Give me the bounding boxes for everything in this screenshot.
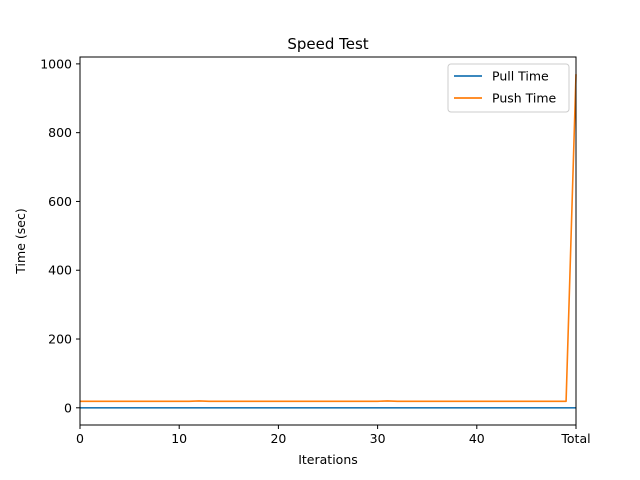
x-axis-ticks: 0 10 20 30 40 Total [76,425,591,446]
x-tick-label: 40 [469,431,485,446]
y-tick-label: 200 [48,332,72,347]
y-tick-label: 600 [48,194,72,209]
x-tick-label: 30 [370,431,386,446]
legend-label-pull-time: Pull Time [492,69,549,84]
x-tick-label: 20 [270,431,286,446]
y-tick-label: 800 [48,125,72,140]
y-tick-label: 1000 [40,56,72,71]
series-line-push-time [80,74,577,403]
x-axis-label: Iterations [298,452,358,467]
y-axis-ticks: 0 200 400 600 800 1000 [40,56,80,415]
plot-frame [79,56,577,426]
legend: Pull Time Push Time [447,63,570,113]
y-axis-label: Time (sec) [13,208,28,274]
chart-title: Speed Test [287,35,368,53]
plot-background [80,57,576,425]
plot-area: 0 10 20 30 40 Total 0 200 400 600 800 1000 [40,56,590,446]
x-tick-label: 10 [171,431,187,446]
series-layer [80,74,577,409]
legend-label-push-time: Push Time [492,91,557,106]
y-tick-label: 400 [48,263,72,278]
x-tick-label: 0 [76,431,84,446]
y-tick-label: 0 [64,400,72,415]
x-tick-label: Total [560,431,590,446]
